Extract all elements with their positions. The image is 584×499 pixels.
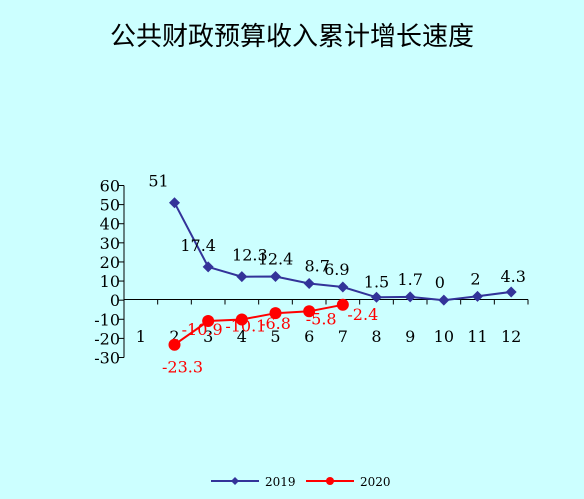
data-point-2020: [336, 298, 349, 311]
data-label-2019: 8.7: [304, 257, 329, 276]
x-tick-label: 7: [338, 327, 348, 346]
data-point-2019: [472, 290, 483, 302]
data-label-2019: 2: [470, 269, 480, 288]
y-tick-label: 50: [100, 196, 120, 215]
x-tick-label: 2: [169, 327, 179, 346]
data-label-2019: 1.5: [364, 272, 389, 291]
data-label-2019: 0: [435, 273, 445, 292]
data-label-2020: -5.8: [306, 309, 337, 328]
data-point-2020: [235, 313, 248, 326]
y-tick-label: 40: [100, 215, 120, 234]
x-tick-label: 9: [405, 327, 415, 346]
data-point-2019: [337, 281, 349, 293]
data-point-2019: [236, 271, 248, 283]
y-tick-label: -30: [94, 349, 120, 368]
data-point-2019: [270, 270, 281, 282]
data-label-2020: -23.3: [162, 358, 203, 377]
data-label-2019: 12.4: [258, 249, 294, 268]
x-tick-label: 8: [371, 327, 381, 346]
data-point-2019: [438, 294, 450, 306]
data-label-2020: -10.1: [225, 316, 266, 335]
legend-label-2020: 2020: [360, 475, 391, 489]
data-label-2019: 4.3: [500, 267, 525, 286]
y-tick-label: -10: [94, 310, 120, 329]
data-point-2020: [168, 338, 181, 351]
x-tick-label: 1: [136, 327, 146, 346]
x-tick-label: 4: [237, 327, 247, 346]
data-point-2020: [303, 305, 316, 318]
x-tick-label: 12: [501, 327, 521, 346]
data-point-2020: [269, 307, 282, 320]
chart-title: 公共财政预算收入累计增长速度: [109, 22, 474, 52]
data-point-2019: [202, 261, 214, 273]
x-tick-label: 6: [304, 327, 314, 346]
data-label-2020: -10.9: [182, 320, 223, 339]
data-label-2020: -6.8: [260, 314, 291, 333]
legend-marker-2019: [231, 477, 239, 485]
x-tick-label: 11: [467, 327, 487, 346]
data-label-2019: 17.4: [180, 236, 216, 255]
data-label-2019: 51: [148, 172, 168, 191]
data-point-2019: [371, 291, 382, 303]
y-tick-label: 20: [100, 253, 120, 272]
data-point-2019: [505, 286, 517, 298]
data-point-2019: [404, 291, 416, 303]
x-tick-label: 10: [434, 327, 454, 346]
data-point-2019: [303, 278, 315, 290]
data-label-2020: -2.4: [347, 305, 378, 324]
y-tick-label: 60: [100, 177, 120, 196]
y-tick-label: 10: [100, 272, 120, 291]
data-label-2019: 12.3: [232, 246, 268, 265]
y-tick-label: -20: [94, 329, 120, 348]
y-tick-label: 30: [100, 234, 120, 253]
x-tick-label: 5: [270, 327, 280, 346]
legend-label-2019: 2019: [265, 475, 296, 489]
data-label-2019: 1.7: [397, 270, 422, 289]
data-label-2019: 6.9: [324, 260, 349, 279]
legend-marker-2020: [326, 477, 334, 485]
data-point-2020: [202, 314, 215, 327]
x-tick-label: 3: [203, 327, 213, 346]
data-point-2019: [169, 197, 180, 209]
y-tick-label: 0: [110, 291, 120, 310]
